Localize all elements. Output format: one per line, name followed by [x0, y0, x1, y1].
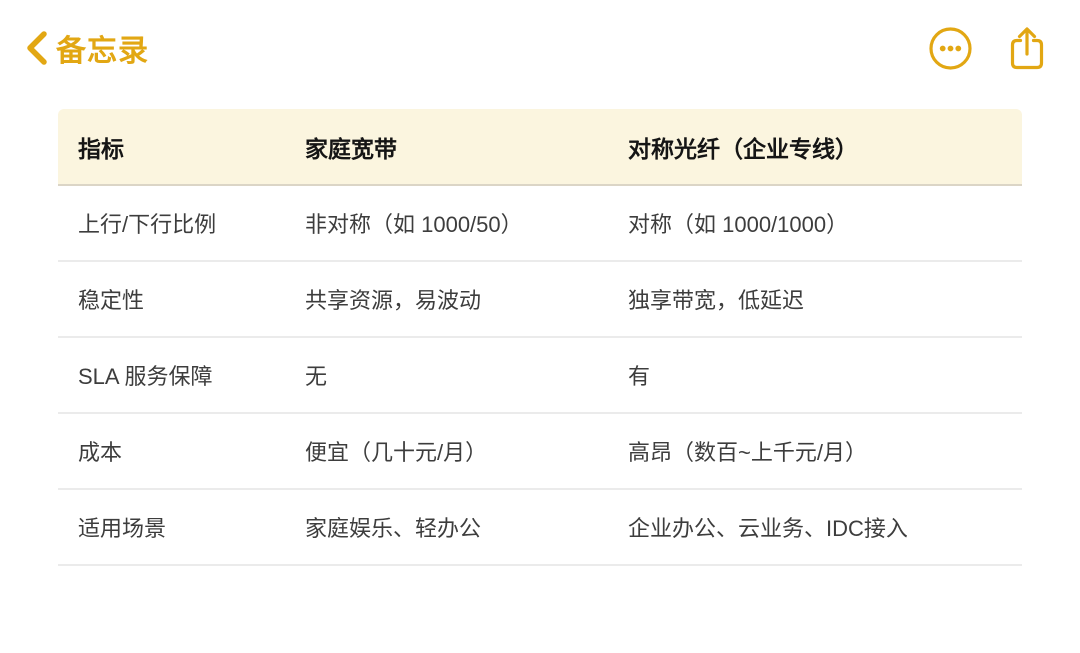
table-cell[interactable]: 高昂（数百~上千元/月）	[628, 440, 867, 465]
table-cell[interactable]: 共享资源，易波动	[305, 288, 482, 313]
nav-actions	[927, 24, 1050, 72]
table-row: SLA 服务保障 无 有	[58, 338, 1022, 414]
table-cell[interactable]: 非对称（如 1000/50）	[305, 212, 523, 237]
table-header-row: 指标 家庭宽带 对称光纤（企业专线）	[58, 109, 1022, 186]
header-cell[interactable]: 对称光纤（企业专线）	[628, 135, 858, 162]
circled-ellipsis-icon	[928, 26, 973, 71]
table-cell[interactable]: 稳定性	[78, 288, 145, 313]
table-row: 成本 便宜（几十元/月） 高昂（数百~上千元/月）	[58, 414, 1022, 490]
table-cell[interactable]: 成本	[78, 440, 123, 465]
comparison-table: 指标 家庭宽带 对称光纤（企业专线） 上行/下行比例 非对称（如 1000/50…	[58, 109, 1022, 566]
table-cell[interactable]: 家庭娱乐、轻办公	[305, 516, 482, 541]
share-icon	[1005, 23, 1049, 73]
table-cell[interactable]: 对称（如 1000/1000）	[628, 212, 849, 237]
back-button[interactable]: 备忘录	[24, 26, 149, 70]
table-cell[interactable]: 适用场景	[78, 516, 167, 541]
header-cell[interactable]: 家庭宽带	[305, 135, 397, 162]
nav-bar: 备忘录	[0, 0, 1080, 72]
table-row: 适用场景 家庭娱乐、轻办公 企业办公、云业务、IDC接入	[58, 490, 1022, 566]
table-cell[interactable]: SLA 服务保障	[78, 364, 213, 389]
table-cell[interactable]: 企业办公、云业务、IDC接入	[628, 516, 908, 541]
share-button[interactable]	[1004, 24, 1050, 72]
header-cell[interactable]: 指标	[78, 135, 124, 162]
table-cell[interactable]: 有	[628, 364, 651, 389]
table-row: 稳定性 共享资源，易波动 独享带宽，低延迟	[58, 262, 1022, 338]
more-options-button[interactable]	[927, 24, 973, 72]
table-cell[interactable]: 独享带宽，低延迟	[628, 288, 805, 313]
chevron-left-icon	[24, 29, 48, 67]
table-row: 上行/下行比例 非对称（如 1000/50） 对称（如 1000/1000）	[58, 186, 1022, 262]
table-cell[interactable]: 便宜（几十元/月）	[305, 440, 488, 465]
back-button-label: 备忘录	[56, 35, 149, 68]
table-cell[interactable]: 无	[305, 364, 328, 389]
table-cell[interactable]: 上行/下行比例	[78, 212, 217, 237]
